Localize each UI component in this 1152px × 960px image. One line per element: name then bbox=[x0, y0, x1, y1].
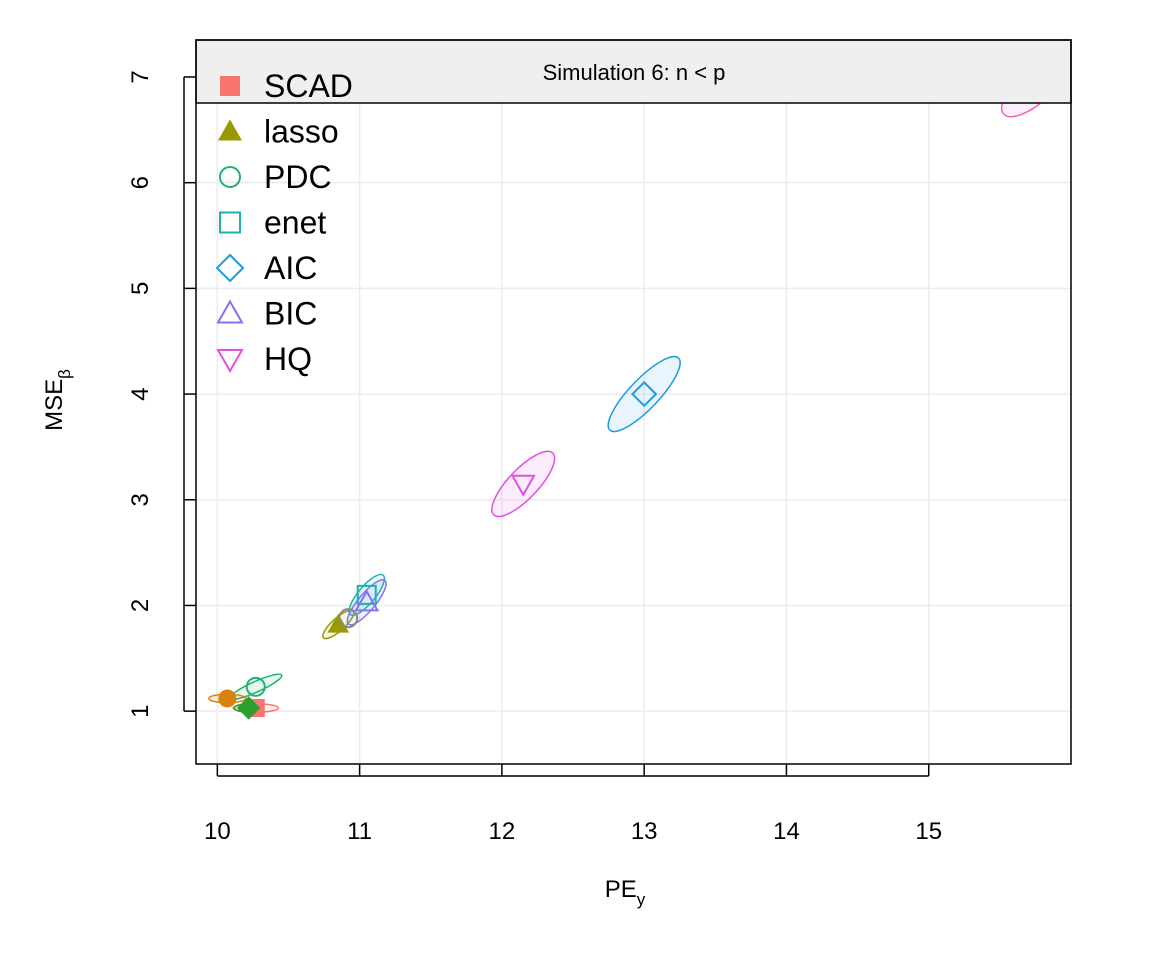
data-point bbox=[354, 589, 380, 612]
y-tick-label: 6 bbox=[127, 176, 154, 189]
legend-marker bbox=[216, 349, 244, 374]
legend-marker bbox=[218, 119, 242, 141]
x-tick-label: 11 bbox=[347, 818, 372, 845]
legend-marker bbox=[215, 253, 245, 283]
x-axis-label: PEy bbox=[605, 876, 646, 909]
legend-marker bbox=[220, 76, 240, 96]
legend-label: PDC bbox=[264, 159, 332, 195]
x-tick-label: 13 bbox=[631, 818, 658, 845]
data-point bbox=[245, 676, 266, 697]
x-tick-label: 10 bbox=[204, 818, 231, 845]
x-axis: 10 11 12 13 14 15 bbox=[204, 764, 942, 845]
legend-item-bic: BIC bbox=[216, 296, 317, 332]
legend-label: HQ bbox=[264, 341, 312, 377]
legend-label: SCAD bbox=[264, 68, 353, 104]
legend-marker bbox=[219, 211, 241, 234]
x-axis-label-sub: y bbox=[637, 890, 646, 909]
plot-frame bbox=[195, 39, 1072, 765]
legend: SCAD lasso PDC enet AIC BIC HQ bbox=[215, 68, 353, 377]
y-tick-label: 7 bbox=[127, 70, 154, 83]
legend-label: enet bbox=[264, 205, 326, 241]
data-point bbox=[356, 584, 377, 605]
x-tick-label: 14 bbox=[773, 818, 800, 845]
legend-label: lasso bbox=[264, 114, 339, 150]
legend-label: AIC bbox=[264, 250, 317, 286]
x-tick-label: 12 bbox=[489, 818, 516, 845]
y-tick-label: 5 bbox=[127, 282, 154, 295]
data-point bbox=[236, 696, 261, 720]
legend-item-scad: SCAD bbox=[220, 68, 353, 104]
legend-item-enet: enet bbox=[219, 205, 326, 241]
legend-item-pdc: PDC bbox=[219, 159, 332, 195]
data-point bbox=[338, 608, 359, 629]
x-axis-label-main: PE bbox=[605, 876, 637, 903]
legend-item-aic: AIC bbox=[215, 250, 317, 286]
y-axis: 1 2 3 4 5 6 7 bbox=[127, 70, 196, 718]
y-tick-label: 3 bbox=[127, 493, 154, 506]
legend-marker bbox=[219, 166, 241, 188]
y-tick-label: 4 bbox=[127, 387, 154, 400]
data-point bbox=[218, 689, 237, 708]
x-tick-label: 15 bbox=[915, 818, 942, 845]
legend-label: BIC bbox=[264, 296, 317, 332]
chart-title: Simulation 6: n < p bbox=[543, 60, 726, 85]
y-tick-label: 2 bbox=[127, 599, 154, 612]
y-axis-label-main: MSE bbox=[41, 379, 68, 431]
strip-header bbox=[195, 39, 1072, 104]
y-axis-label: MSEβ bbox=[41, 369, 74, 431]
data-point bbox=[327, 613, 350, 633]
confidence-ellipse bbox=[607, 355, 681, 433]
legend-marker bbox=[216, 299, 244, 324]
y-tick-label: 1 bbox=[127, 704, 154, 717]
legend-item-hq: HQ bbox=[216, 341, 312, 377]
data-point bbox=[631, 380, 658, 408]
legend-item-lasso: lasso bbox=[218, 114, 339, 150]
confidence-ellipse bbox=[491, 450, 556, 518]
y-axis-label-sub: β bbox=[55, 369, 74, 379]
data-point bbox=[510, 474, 536, 497]
